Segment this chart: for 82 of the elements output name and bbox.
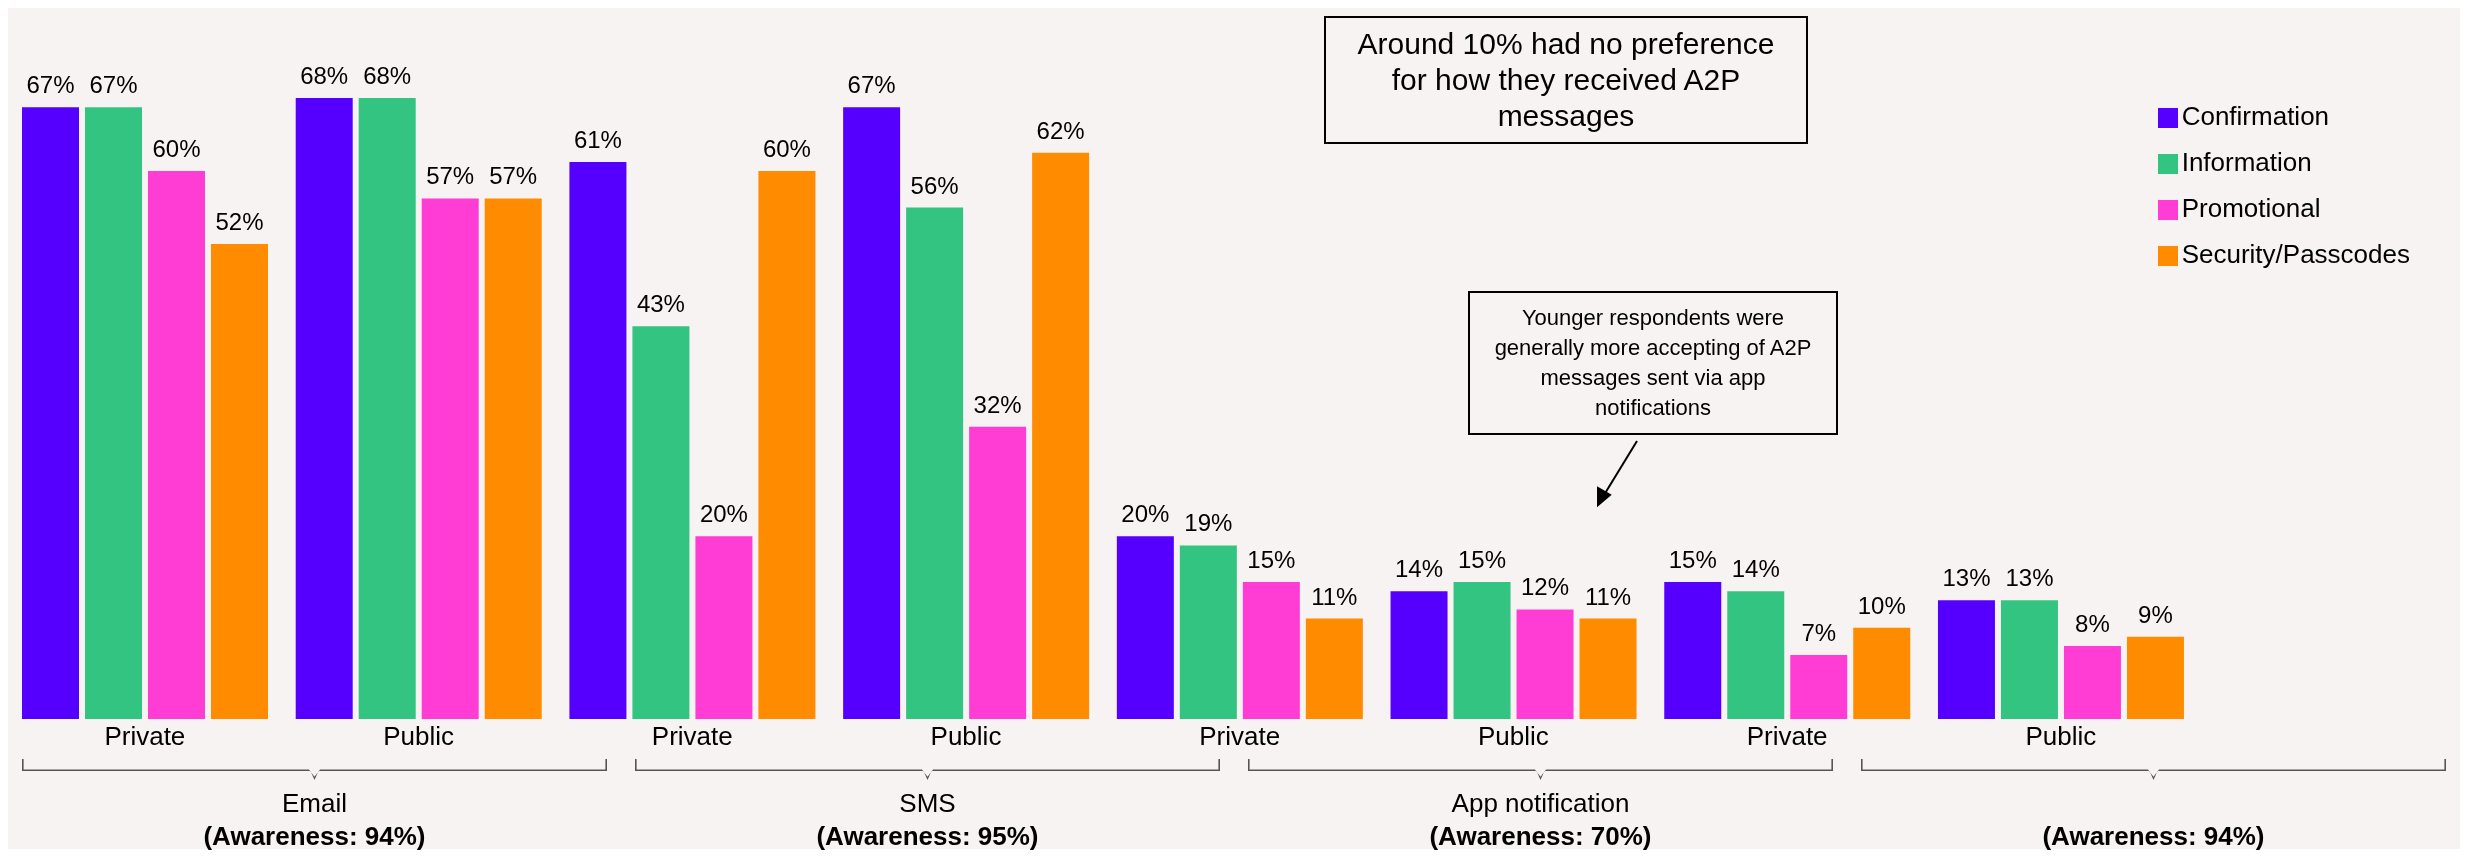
data-label: 56% bbox=[910, 171, 959, 199]
data-label: 15% bbox=[1247, 546, 1296, 574]
data-label: 67% bbox=[847, 71, 896, 99]
legend-label: Information bbox=[2181, 147, 2312, 177]
annotation: Around 10% had no preference for how they received A2P messages bbox=[1324, 16, 1808, 144]
bar bbox=[758, 171, 816, 719]
data-label: 20% bbox=[699, 500, 748, 528]
legend-label: Security/Passcodes bbox=[2181, 239, 2410, 269]
data-label: 57% bbox=[426, 162, 475, 190]
bar bbox=[906, 207, 964, 719]
bar bbox=[695, 536, 753, 719]
bar bbox=[1664, 582, 1722, 719]
data-label: 62% bbox=[1036, 116, 1085, 144]
annotation: Younger respondents were generally more accepting of A2P messages sent via app notifications bbox=[1468, 291, 1838, 435]
bar bbox=[1116, 536, 1174, 719]
text: SMS (Awareness: 95%) bbox=[816, 787, 1039, 853]
bar bbox=[1937, 600, 1995, 719]
bar bbox=[85, 107, 142, 719]
bar bbox=[2126, 636, 2184, 719]
bar bbox=[1727, 591, 1785, 719]
data-label: 61% bbox=[573, 125, 622, 153]
bar bbox=[1790, 655, 1848, 719]
x-tick-label: Private bbox=[104, 721, 186, 752]
data-label: 52% bbox=[215, 208, 264, 236]
data-label: 7% bbox=[1801, 619, 1837, 647]
bar bbox=[148, 171, 205, 719]
data-label: 57% bbox=[489, 162, 538, 190]
data-label: 43% bbox=[636, 290, 685, 318]
x-tick-label: Public bbox=[383, 721, 454, 752]
x-tick-label: Private bbox=[1746, 721, 1828, 752]
text: (Awareness: 94%) bbox=[2042, 820, 2265, 853]
x-tick-label: Private bbox=[1199, 721, 1281, 752]
data-label: 10% bbox=[1857, 591, 1906, 619]
bar bbox=[969, 426, 1027, 719]
bar bbox=[1305, 618, 1363, 719]
x-tick-label: Public bbox=[2025, 721, 2097, 752]
data-label: 15% bbox=[1458, 546, 1507, 574]
bar bbox=[295, 98, 353, 719]
data-label: 12% bbox=[1521, 573, 1570, 601]
legend-label: Confirmation bbox=[2181, 101, 2330, 131]
data-label: 19% bbox=[1184, 509, 1233, 537]
data-label: 60% bbox=[762, 135, 811, 163]
bar bbox=[569, 161, 627, 719]
bar bbox=[1579, 618, 1637, 719]
bar bbox=[2063, 645, 2121, 719]
data-label: 14% bbox=[1395, 555, 1444, 583]
text: App notification (Awareness: 70%) bbox=[1429, 787, 1652, 853]
x-tick-label: Private bbox=[651, 721, 733, 752]
text: Email (Awareness: 94%) bbox=[203, 787, 426, 853]
data-label: 14% bbox=[1731, 555, 1780, 583]
bar bbox=[1516, 609, 1574, 719]
bar bbox=[632, 326, 690, 719]
data-label: 67% bbox=[89, 71, 138, 99]
bar bbox=[1032, 152, 1090, 719]
bar bbox=[1853, 627, 1911, 719]
data-label: 13% bbox=[1942, 564, 1991, 592]
data-label: 11% bbox=[1584, 582, 1632, 610]
bar bbox=[22, 107, 79, 719]
data-label: 13% bbox=[2005, 564, 2054, 592]
bar bbox=[1453, 582, 1511, 719]
bar bbox=[1179, 545, 1237, 719]
data-label: 20% bbox=[1121, 500, 1170, 528]
legend-label: Promotional bbox=[2181, 193, 2321, 223]
bar bbox=[211, 244, 268, 719]
bar bbox=[484, 198, 542, 719]
data-label: 68% bbox=[363, 62, 412, 89]
data-label: 8% bbox=[2075, 609, 2110, 637]
data-label: 11% bbox=[1311, 582, 1358, 610]
bar bbox=[421, 198, 479, 719]
bar bbox=[2000, 600, 2058, 719]
data-label: 15% bbox=[1668, 546, 1717, 574]
bar bbox=[1390, 591, 1448, 719]
x-tick-label: Public bbox=[930, 721, 1002, 752]
bar bbox=[1242, 582, 1300, 719]
data-label: 67% bbox=[26, 71, 75, 99]
data-label: 60% bbox=[152, 135, 201, 163]
data-label: 9% bbox=[2138, 600, 2173, 628]
x-tick-label: Public bbox=[1477, 721, 1549, 752]
data-label: 68% bbox=[300, 62, 349, 89]
bar bbox=[358, 98, 416, 719]
data-label: 32% bbox=[973, 390, 1022, 418]
bar bbox=[843, 107, 901, 719]
